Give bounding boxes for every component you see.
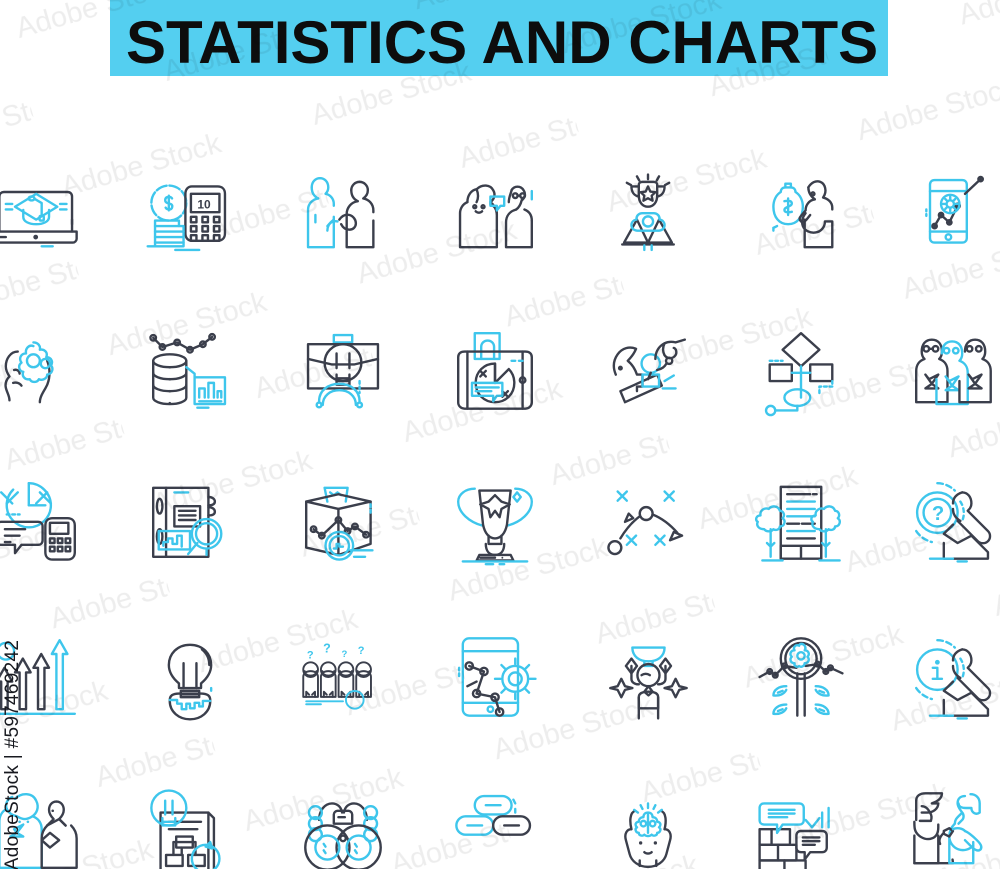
svg-text:?: ? <box>323 642 331 656</box>
svg-text:?: ? <box>357 645 364 657</box>
svg-text:?: ? <box>932 503 944 525</box>
svg-text:10: 10 <box>197 197 211 211</box>
svg-text:?: ? <box>307 649 314 661</box>
svg-text:?: ? <box>341 649 347 660</box>
